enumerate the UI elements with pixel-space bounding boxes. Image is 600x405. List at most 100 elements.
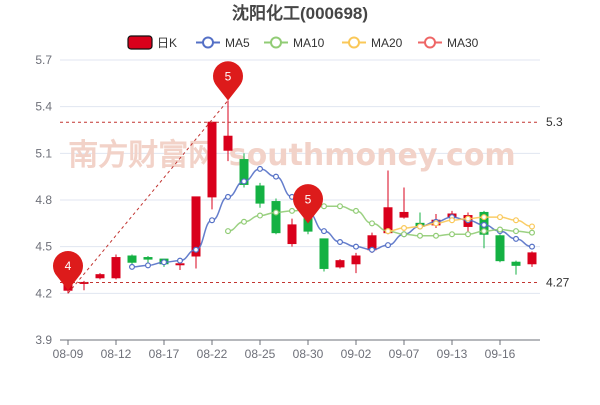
ma-point — [145, 262, 152, 269]
pin-label: 4 — [65, 259, 72, 273]
ma-point — [289, 207, 296, 214]
candle — [383, 170, 393, 235]
ma-point — [449, 217, 456, 224]
moving-average-lines — [129, 165, 535, 270]
pin-shape — [293, 184, 324, 224]
candle-body — [511, 261, 521, 266]
candle — [511, 260, 521, 275]
ma-point — [401, 225, 408, 232]
candle — [351, 252, 361, 274]
y-tick-label: 5.7 — [35, 53, 52, 67]
ma-point — [337, 203, 344, 210]
ma-point — [257, 212, 264, 219]
legend-item: 日K — [127, 35, 177, 50]
candle-body — [239, 159, 249, 185]
candle-body — [271, 201, 281, 234]
ma-point — [481, 221, 488, 228]
candle-body — [127, 255, 137, 263]
candle — [95, 273, 105, 280]
legend-label: MA10 — [293, 36, 325, 50]
x-tick-label: 08-22 — [197, 347, 228, 361]
x-tick-label: 09-13 — [437, 347, 468, 361]
pin-marker: 4 — [53, 251, 84, 291]
legend-label: MA20 — [371, 36, 403, 50]
x-tick-label: 09-16 — [485, 347, 516, 361]
ma-point — [225, 193, 232, 200]
ma-point — [497, 214, 504, 221]
candle-body — [143, 257, 153, 260]
ma-point — [497, 226, 504, 233]
candle-body — [207, 121, 217, 198]
legend-label: MA5 — [225, 36, 250, 50]
candle — [335, 259, 345, 269]
pin-marker: 5 — [293, 184, 324, 224]
legend-item: MA5 — [196, 36, 250, 50]
candle-body — [175, 263, 185, 266]
x-tick-label: 09-02 — [341, 347, 372, 361]
ma-point — [433, 232, 440, 239]
candle — [527, 251, 537, 267]
candle — [495, 234, 505, 263]
reference-label: 4.27 — [546, 275, 570, 289]
series-ma20 — [385, 214, 535, 235]
ma-point — [512, 228, 519, 235]
candle-body — [335, 260, 345, 268]
candle-body — [495, 235, 505, 262]
ma-point — [512, 217, 519, 224]
ma-point — [528, 243, 535, 250]
y-tick-label: 4.2 — [35, 286, 52, 300]
pin-shape — [53, 251, 84, 291]
candle-body — [191, 196, 201, 257]
ma-point — [241, 178, 248, 185]
candle — [319, 238, 329, 272]
candle-body — [287, 224, 297, 245]
y-tick-label: 5.1 — [35, 146, 52, 160]
candle-body — [223, 135, 233, 151]
candle-body — [399, 211, 409, 218]
ma-point — [273, 173, 280, 180]
ma-point — [225, 228, 232, 235]
ma-point — [337, 239, 344, 246]
y-tick-label: 4.5 — [35, 240, 52, 254]
ma-point — [481, 228, 488, 235]
ma-point — [129, 263, 136, 270]
candle-body — [319, 238, 329, 269]
candle — [191, 196, 201, 269]
x-tick-label: 08-30 — [293, 347, 324, 361]
legend-label: MA30 — [447, 36, 479, 50]
ma-point — [241, 218, 248, 225]
legend-swatch-circle — [202, 36, 214, 49]
legend-label: 日K — [157, 36, 177, 50]
candle — [223, 100, 233, 162]
y-tick-label: 4.8 — [35, 193, 52, 207]
legend: 日K MA5 MA10 MA20 MA30 — [127, 35, 479, 50]
markers: 4 5 5 — [53, 61, 324, 291]
ma-point — [369, 246, 376, 253]
pin-label: 5 — [225, 69, 232, 83]
ma-point — [321, 228, 328, 235]
ma-point — [161, 259, 168, 266]
series-ma10 — [225, 203, 535, 239]
legend-swatch-circle — [348, 36, 360, 49]
x-tick-label: 08-25 — [245, 347, 276, 361]
legend-item: MA10 — [264, 36, 325, 50]
pin-marker: 5 — [213, 61, 244, 101]
legend-swatch — [127, 35, 153, 50]
ma-point — [273, 209, 280, 216]
candle — [271, 198, 281, 235]
x-axis: 08-09 08-12 08-17 08-22 08-25 08-30 09-02 09-07… — [53, 339, 540, 361]
candle — [255, 182, 265, 208]
x-tick-label: 09-07 — [389, 347, 420, 361]
ma-point — [417, 223, 424, 230]
ma-point — [369, 220, 376, 227]
legend-item: MA20 — [342, 36, 403, 50]
candle-body — [255, 185, 265, 204]
chart-title: 沈阳化工(000698) — [232, 3, 368, 23]
x-tick-label: 08-09 — [53, 347, 84, 361]
ma-point — [528, 229, 535, 236]
candle — [111, 254, 121, 280]
candle-body — [527, 252, 537, 265]
ma-point — [481, 214, 488, 221]
reference-lines: 5.3 4.27 — [60, 100, 570, 294]
